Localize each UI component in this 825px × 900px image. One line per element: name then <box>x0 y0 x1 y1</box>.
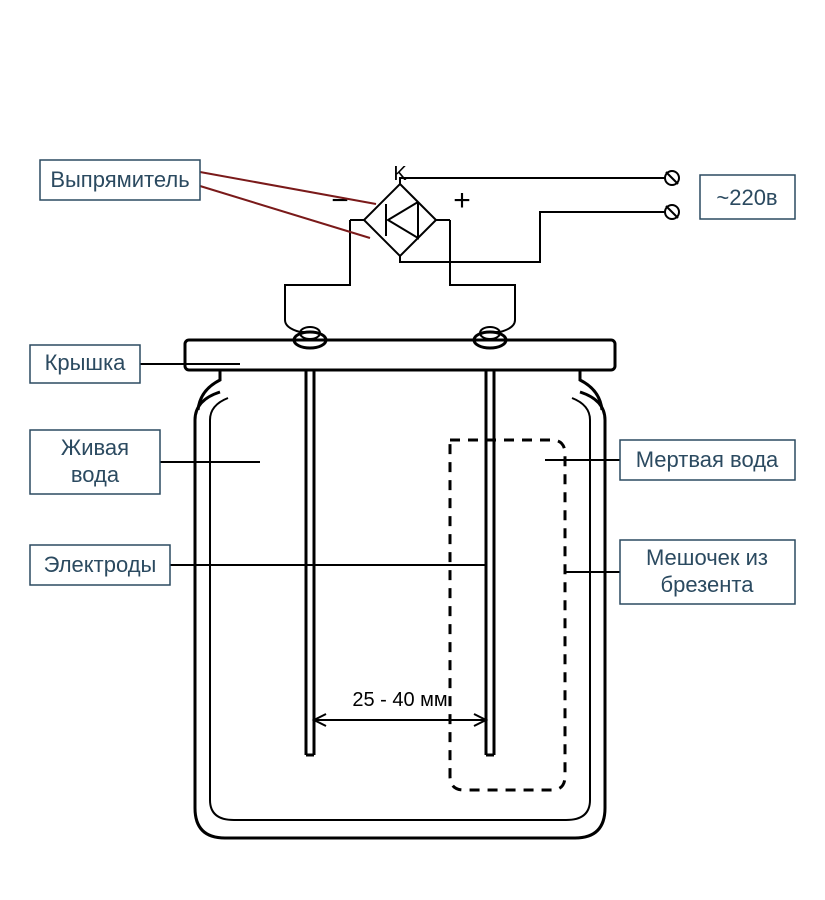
label-dead-water: Мертвая вода <box>636 447 779 472</box>
labels-group: Выпрямитель ~220в Крышка Живая вода Элек… <box>30 160 795 604</box>
dimension-spacing: 25 - 40 мм <box>314 689 486 732</box>
terminal-right <box>474 327 506 348</box>
label-canvas-bag-l2: брезента <box>661 572 755 597</box>
jar-lid <box>185 340 615 370</box>
electrolyzer-diagram: 25 - 40 мм K − + <box>0 0 825 900</box>
pointer-rectifier-1 <box>200 172 376 204</box>
plus-symbol: + <box>453 184 471 217</box>
jar-outer-shoulder <box>195 392 605 420</box>
label-voltage: ~220в <box>716 185 777 210</box>
label-lid: Крышка <box>45 350 127 375</box>
dimension-text: 25 - 40 мм <box>352 689 447 711</box>
label-living-water-l1: Живая <box>61 435 129 460</box>
canvas-bag <box>450 440 565 790</box>
jar-inner-wall <box>210 420 590 820</box>
pointers <box>140 172 620 572</box>
label-canvas-bag-l1: Мешочек из <box>646 545 768 570</box>
jar <box>185 340 615 838</box>
label-electrodes: Электроды <box>44 552 157 577</box>
jar-inner-shoulder <box>210 398 590 420</box>
terminal-left <box>294 327 326 348</box>
minus-symbol: − <box>331 184 349 217</box>
jar-outer-wall <box>195 420 605 838</box>
label-rectifier: Выпрямитель <box>50 167 189 192</box>
label-living-water-l2: вода <box>71 462 120 487</box>
